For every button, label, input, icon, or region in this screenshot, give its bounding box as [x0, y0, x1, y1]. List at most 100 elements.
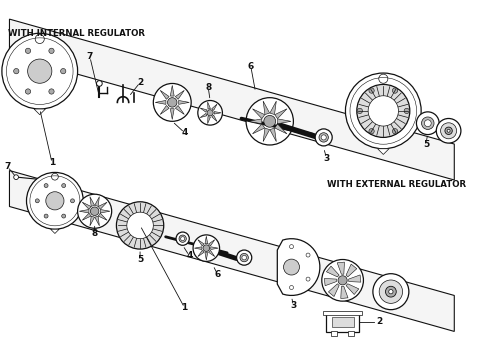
Circle shape	[290, 285, 294, 289]
Circle shape	[436, 118, 461, 143]
Circle shape	[371, 99, 395, 123]
Circle shape	[389, 289, 393, 294]
Circle shape	[369, 88, 374, 93]
Polygon shape	[200, 113, 207, 118]
Circle shape	[373, 274, 409, 310]
Bar	[332, 332, 337, 336]
Polygon shape	[349, 275, 361, 282]
Circle shape	[246, 98, 294, 145]
Circle shape	[25, 89, 31, 94]
Polygon shape	[275, 109, 287, 119]
Polygon shape	[82, 213, 91, 220]
Polygon shape	[263, 128, 270, 141]
Bar	[348, 332, 354, 336]
Circle shape	[242, 255, 246, 260]
Circle shape	[284, 259, 299, 275]
Polygon shape	[208, 102, 210, 109]
Circle shape	[71, 199, 74, 203]
Circle shape	[424, 120, 431, 127]
Circle shape	[379, 280, 403, 303]
Circle shape	[421, 117, 434, 130]
Text: 3: 3	[323, 154, 330, 163]
Text: 1: 1	[181, 303, 188, 312]
Polygon shape	[277, 239, 320, 296]
Circle shape	[447, 129, 450, 132]
Polygon shape	[214, 112, 221, 114]
Text: 4: 4	[186, 251, 193, 260]
Text: 8: 8	[92, 229, 98, 238]
Polygon shape	[211, 247, 218, 249]
Circle shape	[77, 194, 112, 228]
Polygon shape	[270, 101, 276, 114]
Circle shape	[207, 110, 213, 116]
Polygon shape	[95, 197, 99, 206]
Circle shape	[44, 214, 48, 218]
Circle shape	[369, 129, 374, 134]
Circle shape	[2, 33, 77, 109]
Polygon shape	[208, 250, 215, 257]
Circle shape	[35, 35, 44, 44]
Circle shape	[306, 277, 310, 281]
Polygon shape	[324, 279, 337, 286]
Text: 7: 7	[87, 53, 93, 62]
Circle shape	[203, 245, 210, 251]
Polygon shape	[160, 90, 169, 99]
Circle shape	[264, 116, 276, 127]
Polygon shape	[90, 197, 95, 206]
Circle shape	[315, 129, 332, 146]
Circle shape	[62, 184, 66, 188]
Circle shape	[321, 135, 326, 140]
Circle shape	[322, 260, 364, 301]
Text: WITH INTERNAL REGULATOR: WITH INTERNAL REGULATOR	[7, 29, 145, 38]
Circle shape	[62, 214, 66, 218]
Polygon shape	[100, 210, 110, 213]
Circle shape	[445, 127, 452, 135]
Polygon shape	[90, 216, 95, 226]
Circle shape	[61, 68, 66, 74]
Polygon shape	[346, 284, 359, 294]
Polygon shape	[95, 216, 99, 226]
Text: 8: 8	[205, 83, 211, 92]
Polygon shape	[160, 105, 169, 114]
Text: 1: 1	[49, 158, 55, 167]
Polygon shape	[248, 119, 262, 124]
Circle shape	[49, 48, 54, 54]
Polygon shape	[178, 100, 189, 104]
Circle shape	[179, 235, 186, 242]
Polygon shape	[205, 253, 208, 260]
Circle shape	[368, 96, 398, 126]
Circle shape	[35, 199, 39, 203]
Polygon shape	[275, 124, 287, 134]
Circle shape	[357, 108, 363, 113]
Circle shape	[345, 73, 421, 149]
Circle shape	[14, 68, 19, 74]
Text: 3: 3	[290, 301, 296, 310]
Polygon shape	[263, 101, 270, 114]
Circle shape	[127, 212, 153, 239]
Polygon shape	[198, 240, 204, 246]
Polygon shape	[171, 109, 174, 120]
Bar	[332, 317, 354, 327]
Polygon shape	[82, 202, 91, 209]
Polygon shape	[98, 202, 107, 209]
Circle shape	[176, 232, 189, 245]
Circle shape	[404, 108, 410, 113]
Circle shape	[240, 253, 248, 262]
Polygon shape	[212, 104, 217, 111]
Circle shape	[14, 175, 19, 180]
Polygon shape	[198, 250, 204, 257]
Polygon shape	[278, 119, 291, 124]
Circle shape	[198, 100, 222, 125]
Circle shape	[49, 89, 54, 94]
Circle shape	[193, 235, 220, 261]
Polygon shape	[212, 115, 217, 121]
Polygon shape	[326, 266, 339, 277]
Polygon shape	[175, 105, 184, 114]
Circle shape	[117, 202, 164, 249]
Circle shape	[237, 250, 252, 265]
Circle shape	[153, 84, 191, 121]
Polygon shape	[9, 171, 454, 332]
Circle shape	[46, 192, 64, 210]
Text: 5: 5	[137, 255, 143, 264]
Polygon shape	[270, 128, 276, 141]
